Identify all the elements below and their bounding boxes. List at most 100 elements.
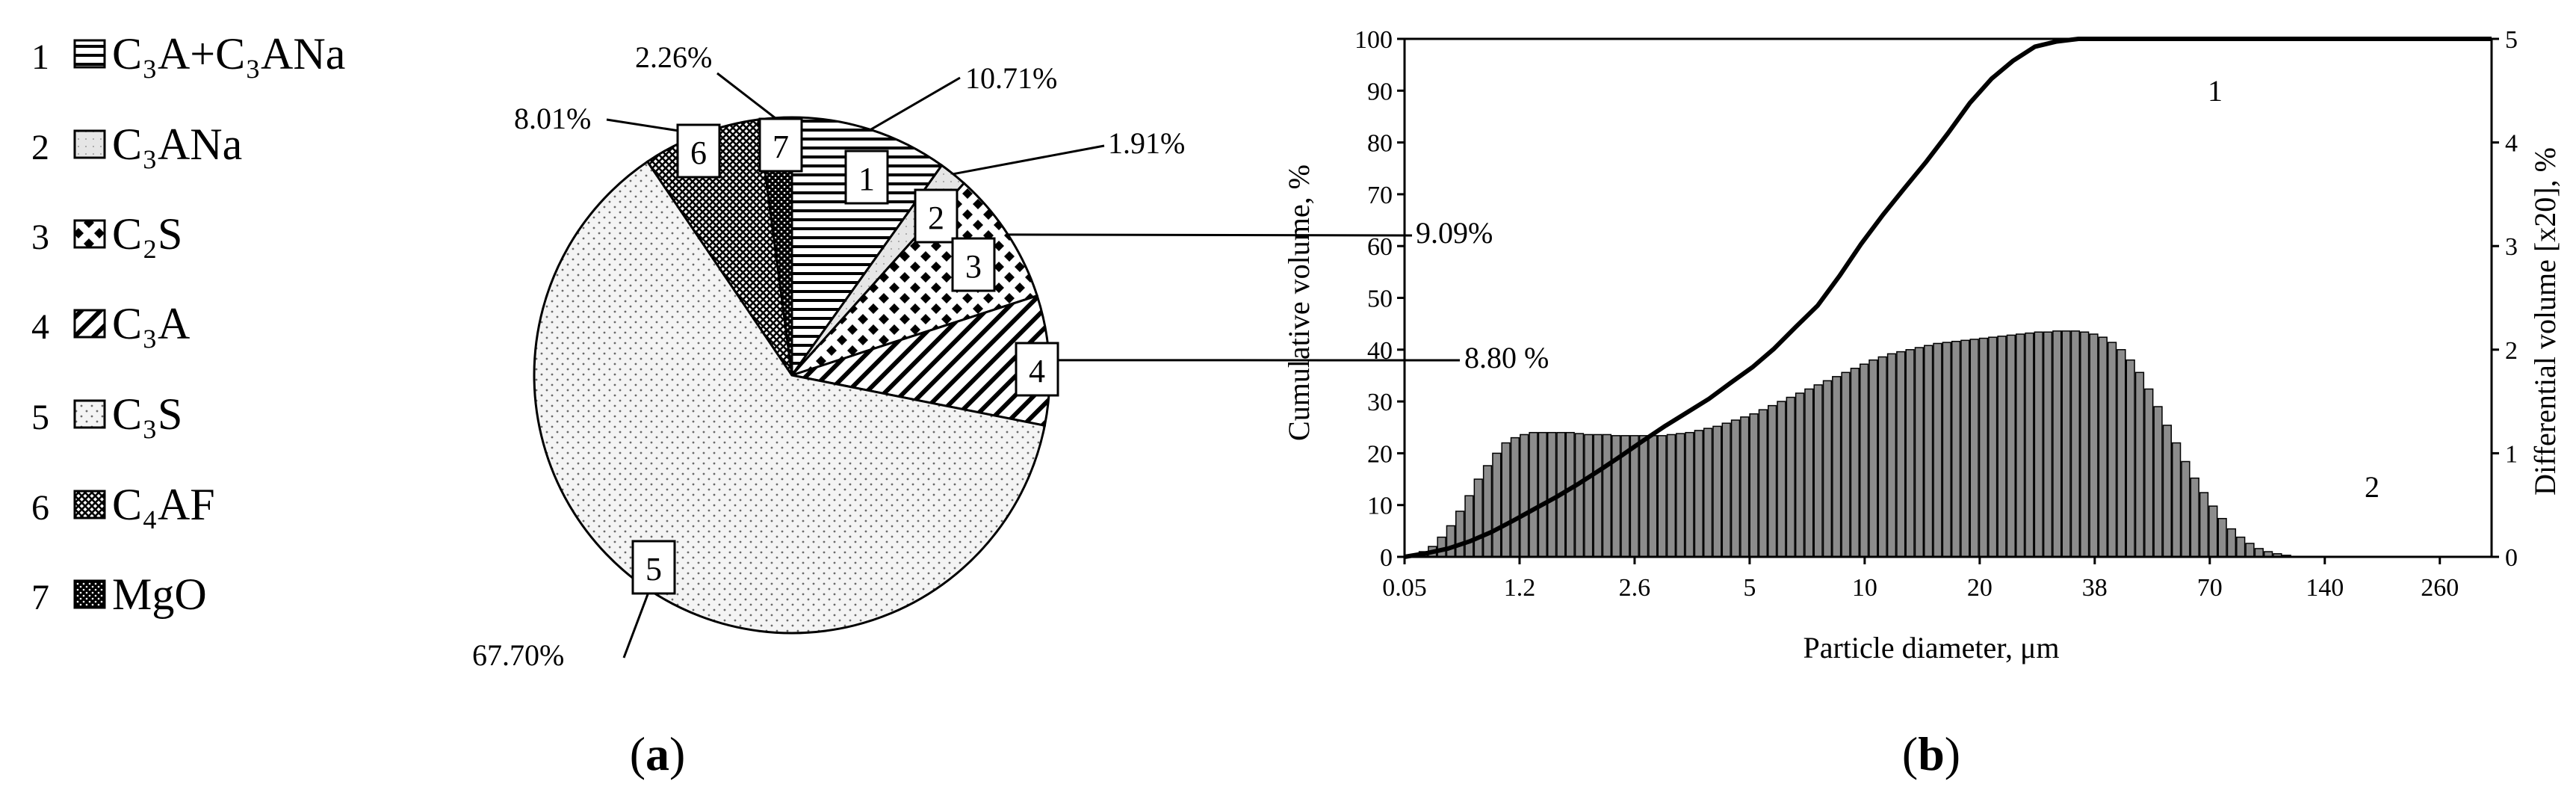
differential-volume-bar — [1924, 345, 1933, 558]
legend-item: 5 C₃S — [31, 389, 182, 439]
left-y-axis-ticks: 0 10 20 30 40 50 60 70 80 90 100 — [1354, 26, 1405, 572]
pie-percent-label: 10.71% — [965, 61, 1057, 95]
pie-chart-panel: 1 C₃A+C₃ANa 2 C₃ANa 3 C₂S 4 C₃A 5 — [31, 29, 1549, 780]
differential-volume-bar — [1868, 359, 1878, 558]
differential-volume-bar — [1886, 353, 1897, 558]
differential-volume-bar — [2117, 349, 2126, 558]
pie-slices — [533, 116, 1051, 635]
differential-volume-bar — [2125, 359, 2135, 558]
y2-tick-label: 0 — [2505, 544, 2518, 572]
x-tick-label: 38 — [2082, 574, 2108, 602]
legend-item-number: 1 — [31, 37, 49, 77]
pie-slice-number-frame — [1015, 342, 1059, 397]
panel-label-close: ) — [669, 727, 685, 780]
x-tick-label: 2.6 — [1619, 574, 1651, 602]
y-tick-label: 0 — [1380, 544, 1393, 572]
differential-volume-bar — [2245, 543, 2255, 558]
pie-slice-number: 5 — [645, 551, 662, 588]
x-tick-label: 260 — [2421, 574, 2459, 602]
differential-volume-bar — [2153, 406, 2163, 558]
differential-volume-bar — [1777, 401, 1786, 558]
line-series-label: 1 — [2208, 74, 2223, 108]
differential-volume-bar — [1813, 384, 1823, 558]
pie-slice-number: 2 — [928, 200, 944, 236]
legend-item-number: 7 — [31, 578, 49, 617]
x-tick-label: 0.05 — [1382, 574, 1427, 602]
differential-volume-bar — [1721, 422, 1731, 558]
legend-item-label: C₃A+C₃ANa — [112, 29, 345, 78]
differential-volume-bar — [2134, 371, 2145, 558]
differential-volume-bar — [2208, 505, 2218, 558]
differential-volume-bar — [2226, 528, 2237, 558]
differential-volume-bar — [1446, 525, 1455, 558]
differential-volume-bar — [1638, 435, 1649, 558]
differential-volume-bar — [1685, 431, 1694, 558]
pie-legend: 1 C₃A+C₃ANa 2 C₃ANa 3 C₂S 4 C₃A 5 — [31, 29, 345, 619]
y2-tick-label: 2 — [2505, 337, 2518, 365]
differential-volume-bar — [1969, 339, 1979, 558]
panel-label-letter: a — [645, 727, 669, 780]
differential-volume-bar — [1740, 416, 1750, 558]
x-axis-title: Particle diameter, μm — [1803, 631, 2059, 664]
differential-volume-bar — [1768, 404, 1777, 558]
y-tick-label: 40 — [1367, 337, 1393, 365]
y2-tick-label: 1 — [2505, 440, 2518, 468]
legend-item: 7 MgO — [31, 570, 207, 619]
legend-item: 3 C₂S — [31, 209, 182, 259]
differential-volume-bar — [1464, 495, 1474, 558]
legend-swatch — [73, 579, 106, 609]
differential-volume-bar — [1960, 339, 1970, 558]
differential-volume-bar — [2061, 330, 2071, 558]
pie-slice-number-frame — [951, 237, 996, 292]
pie-slice-number-box: 5 — [631, 540, 676, 595]
differential-volume-bar — [2144, 388, 2154, 558]
legend-item-label: C₃A — [112, 299, 190, 348]
differential-volume-bar — [2052, 330, 2062, 558]
differential-volume-bar — [2080, 331, 2090, 558]
legend-item-number: 4 — [31, 307, 49, 347]
differential-volume-bar — [2034, 331, 2043, 558]
x-axis-ticks: 0.05 1.2 2.6 5 10 20 38 70 140 260 — [1382, 557, 2459, 602]
differential-volume-bar — [1629, 435, 1639, 558]
legend-item: 6 C₄AF — [31, 480, 215, 529]
x-tick-label: 5 — [1743, 574, 1756, 602]
differential-volume-bar — [2254, 548, 2264, 558]
legend-item-label: C₂S — [112, 209, 182, 259]
differential-volume-bar — [1841, 371, 1851, 558]
y-tick-label: 20 — [1367, 440, 1393, 468]
panel-label-letter: b — [1918, 727, 1945, 780]
y2-tick-label: 5 — [2505, 26, 2518, 54]
pie-slice-number-frame — [676, 123, 721, 179]
pie-slice-number: 1 — [858, 161, 875, 197]
y-tick-label: 50 — [1367, 286, 1393, 313]
x-tick-label: 10 — [1852, 574, 1877, 602]
differential-volume-bar — [1584, 434, 1594, 558]
pie-slice — [788, 182, 1039, 378]
y2-tick-label: 4 — [2505, 130, 2518, 158]
x-tick-label: 70 — [2197, 574, 2223, 602]
pie-slice-number-box: 2 — [914, 188, 959, 244]
differential-volume-bar — [1730, 419, 1741, 558]
legend-item-number: 5 — [31, 398, 49, 437]
differential-volume-bar — [2006, 334, 2016, 558]
differential-volume-bar — [1859, 363, 1869, 558]
pie-slice-number-frame — [844, 149, 889, 205]
pie-slice-number-box: 1 — [844, 149, 889, 205]
differential-volume-bar — [2043, 331, 2053, 558]
differential-volume-bar — [1538, 431, 1547, 558]
differential-volume-bars — [1409, 330, 2291, 558]
differential-volume-bar — [1546, 431, 1557, 558]
pie-slice-number-frame — [631, 540, 676, 595]
differential-volume-bar — [1473, 478, 1483, 558]
pie-percent-label: 8.80 % — [1464, 341, 1549, 374]
y2-tick-label: 3 — [2505, 233, 2518, 261]
differential-volume-bar — [1749, 413, 1759, 558]
differential-volume-bar — [1942, 342, 1951, 558]
differential-volume-bar — [1574, 433, 1585, 558]
differential-volume-bar — [2171, 442, 2182, 558]
differential-volume-bar — [2199, 492, 2209, 558]
differential-volume-bar — [1703, 428, 1713, 558]
pie-slice-number: 4 — [1029, 353, 1045, 389]
differential-volume-bar — [1611, 435, 1621, 558]
